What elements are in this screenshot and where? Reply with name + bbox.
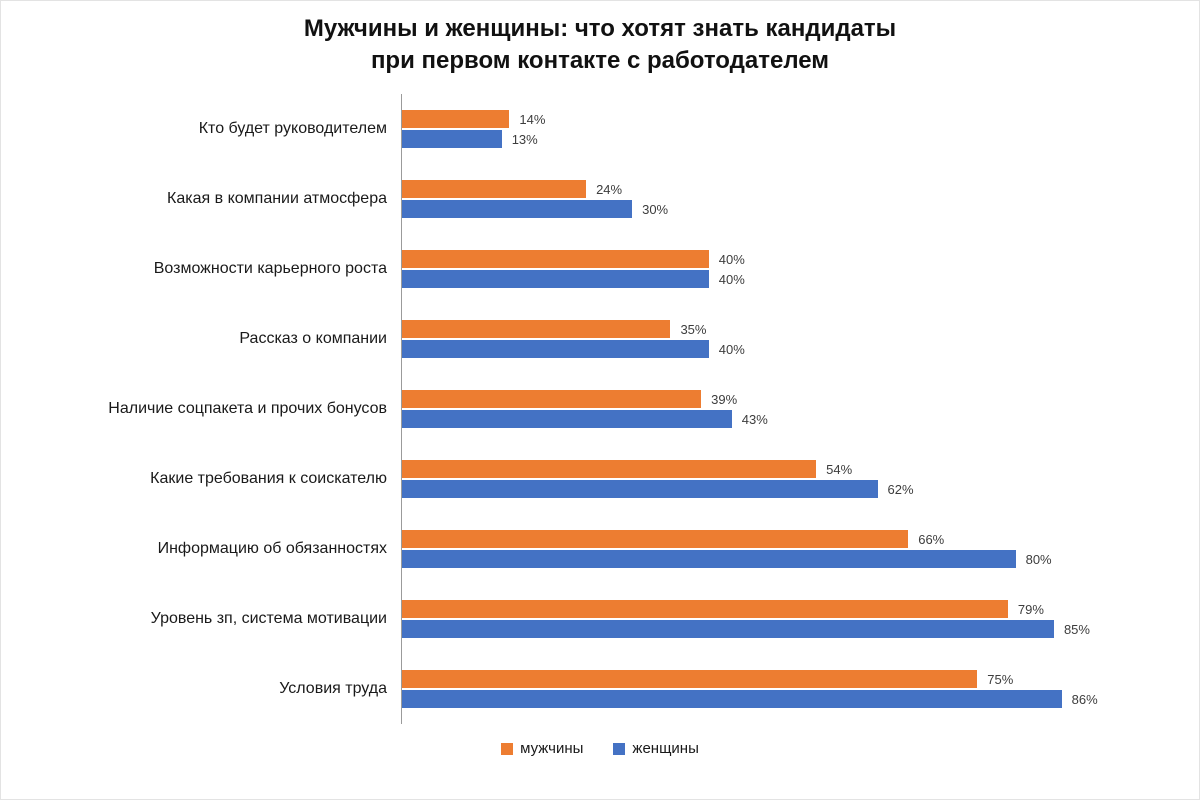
bar-value-label: 80% [1025, 551, 1052, 567]
legend-swatch-women-icon [613, 742, 626, 755]
category-label: Какая в компании атмосфера [167, 190, 387, 208]
bar-value-label: 85% [1063, 621, 1090, 637]
bar-value-label: 14% [519, 111, 546, 127]
legend-item-men: мужчины [501, 740, 583, 757]
category-label: Информацию об обязанностях [157, 540, 387, 558]
bar-group: 66% [402, 530, 1169, 549]
chart-title-line2: при первом контакте с работодателем [370, 46, 830, 74]
category-plot-area: 39% 43% [401, 374, 1199, 445]
bar-value-label: 54% [826, 461, 853, 477]
chart-row: Наличие соцпакета и прочих бонусов 39% 43% [1, 374, 1199, 445]
bar-group: 14% [402, 110, 1169, 129]
bar-group: 24% [402, 180, 1169, 199]
bar-value-label: 79% [1017, 601, 1044, 617]
bar-women [402, 270, 709, 289]
bar-men [402, 670, 978, 689]
bar-men [402, 600, 1008, 619]
chart-row: Возможности карьерного роста 40% 40% [1, 234, 1199, 305]
category-label: Условия труда [279, 680, 387, 698]
bar-men [402, 320, 671, 339]
category-label: Возможности карьерного роста [153, 260, 387, 278]
bar-men [402, 460, 817, 479]
bar-group: 79% [402, 600, 1169, 619]
bar-women [402, 200, 633, 219]
bar-value-label: 43% [741, 411, 768, 427]
bar-group: 62% [402, 480, 1169, 499]
category-plot-area: 24% 30% [401, 164, 1199, 235]
bar-value-label: 24% [596, 181, 623, 197]
category-label: Кто будет руководителем [198, 120, 387, 138]
chart-row: Условия труда 75% 86% [1, 654, 1199, 725]
bar-men [402, 110, 510, 129]
chart-rows: Кто будет руководителем 14% 13% Какая в ком… [1, 94, 1199, 725]
bar-group: 43% [402, 410, 1169, 429]
bar-value-label: 75% [987, 671, 1014, 687]
bar-men [402, 390, 702, 409]
bar-men [402, 180, 587, 199]
bar-women [402, 690, 1062, 709]
category-plot-area: 75% 86% [401, 654, 1199, 725]
bar-value-label: 35% [680, 321, 707, 337]
bar-men [402, 250, 709, 269]
chart-row: Кто будет руководителем 14% 13% [1, 94, 1199, 165]
legend-swatch-men-icon [501, 742, 514, 755]
legend-label-women: женщины [632, 740, 699, 758]
bar-women [402, 340, 709, 359]
bar-men [402, 530, 909, 549]
bar-group: 40% [402, 250, 1169, 269]
category-plot-area: 54% 62% [401, 444, 1199, 515]
bar-group: 35% [402, 320, 1169, 339]
bar-value-label: 39% [711, 391, 738, 407]
bar-group: 86% [402, 690, 1169, 709]
bar-group: 80% [402, 550, 1169, 569]
bar-group: 39% [402, 390, 1169, 409]
bar-women [402, 410, 732, 429]
bar-women [402, 550, 1016, 569]
bar-women [402, 130, 502, 149]
bar-group: 54% [402, 460, 1169, 479]
category-plot-area: 14% 13% [401, 94, 1199, 165]
category-plot-area: 66% 80% [401, 514, 1199, 585]
bar-group: 40% [402, 270, 1169, 289]
bar-value-label: 62% [887, 481, 914, 497]
bar-value-label: 40% [718, 341, 745, 357]
bar-value-label: 40% [718, 251, 745, 267]
category-plot-area: 79% 85% [401, 584, 1199, 655]
bar-group: 13% [402, 130, 1169, 149]
category-label: Уровень зп, система мотивации [150, 610, 387, 628]
bar-group: 75% [402, 670, 1169, 689]
chart-title: Мужчины и женщины: что хотят знать канди… [1, 1, 1199, 76]
bar-value-label: 40% [718, 271, 745, 287]
bar-value-label: 86% [1071, 691, 1098, 707]
category-plot-area: 35% 40% [401, 304, 1199, 375]
chart-row: Какая в компании атмосфера 24% 30% [1, 164, 1199, 235]
legend-label-men: мужчины [520, 740, 584, 758]
category-plot-area: 40% 40% [401, 234, 1199, 305]
bar-value-label: 30% [642, 201, 669, 217]
chart-title-line1: Мужчины и женщины: что хотят знать канди… [303, 15, 897, 42]
bar-value-label: 13% [511, 131, 538, 147]
bar-group: 30% [402, 200, 1169, 219]
bar-group: 40% [402, 340, 1169, 359]
category-label: Рассказ о компании [239, 330, 387, 348]
chart-row: Уровень зп, система мотивации 79% 85% [1, 584, 1199, 655]
chart-row: Рассказ о компании 35% 40% [1, 304, 1199, 375]
chart-legend: мужчины женщины [1, 740, 1199, 757]
bar-women [402, 480, 878, 499]
category-label: Какие требования к соискателю [150, 470, 387, 488]
legend-item-women: женщины [613, 740, 699, 758]
category-label: Наличие соцпакета и прочих бонусов [108, 400, 387, 418]
chart-plot: Кто будет руководителем 14% 13% Какая в ком… [1, 94, 1199, 725]
chart-row: Какие требования к соискателю 54% 62% [1, 444, 1199, 515]
bar-value-label: 66% [918, 531, 945, 547]
chart-row: Информацию об обязанностях 66% 80% [1, 514, 1199, 585]
bar-women [402, 620, 1054, 639]
bar-group: 85% [402, 620, 1169, 639]
